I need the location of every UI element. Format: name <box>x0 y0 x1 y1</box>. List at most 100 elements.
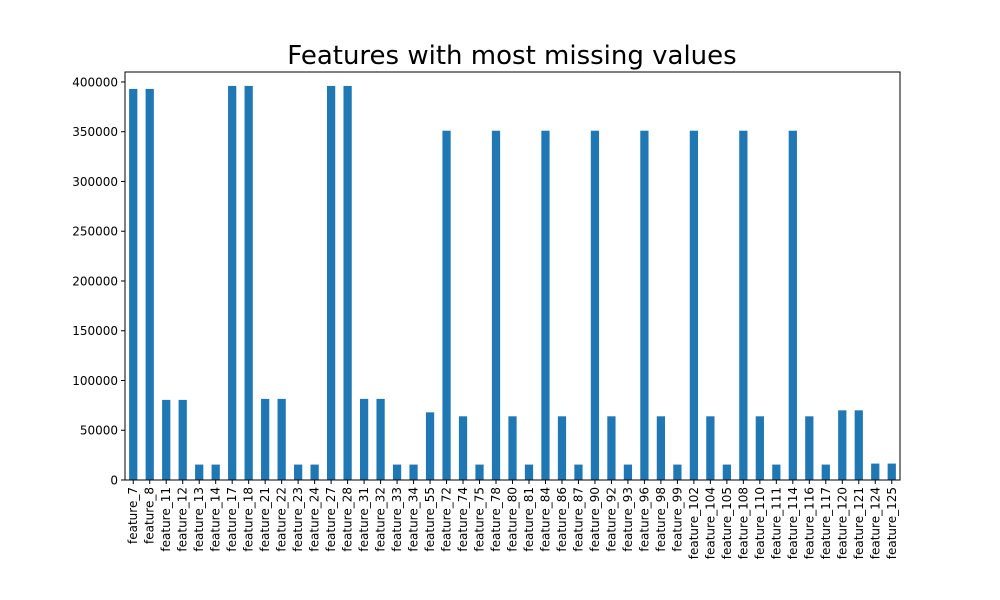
bar-feature-116 <box>805 416 814 480</box>
x-tick-label: feature_75 <box>473 487 487 552</box>
bar-feature-14 <box>211 464 220 480</box>
bar-feature-32 <box>376 398 385 480</box>
x-tick-label: feature_78 <box>489 487 503 552</box>
y-tick-label: 200000 <box>72 274 118 288</box>
x-tick-label: feature_86 <box>555 487 569 552</box>
x-tick-label: feature_23 <box>291 487 305 552</box>
x-tick-label: feature_13 <box>192 487 206 552</box>
bar-feature-84 <box>541 130 550 480</box>
x-tick-label: feature_124 <box>868 487 882 559</box>
y-tick-label: 300000 <box>72 175 118 189</box>
x-tick-label: feature_72 <box>440 487 454 552</box>
x-tick-label: feature_33 <box>390 487 404 552</box>
bar-feature-117 <box>821 464 830 480</box>
x-tick-label: feature_81 <box>522 487 536 552</box>
x-tick-label: feature_55 <box>423 487 437 552</box>
x-tick-label: feature_125 <box>885 487 899 559</box>
bar-feature-74 <box>458 416 468 480</box>
x-tick-label: feature_93 <box>621 487 635 552</box>
bar-feature-121 <box>854 410 863 480</box>
bar-feature-33 <box>392 464 402 480</box>
bar-feature-98 <box>656 416 666 480</box>
bar-feature-114 <box>788 130 797 480</box>
x-tick-label: feature_18 <box>242 487 256 552</box>
x-tick-label: feature_121 <box>852 487 866 559</box>
bar-feature-105 <box>722 464 731 480</box>
y-tick-label: 250000 <box>72 225 118 239</box>
bar-feature-28 <box>343 85 352 481</box>
bar-feature-13 <box>195 464 204 480</box>
x-tick-label: feature_92 <box>604 487 618 552</box>
bar-feature-102 <box>689 130 698 480</box>
x-tick-label: feature_74 <box>456 487 470 552</box>
x-tick-label: feature_14 <box>209 487 223 552</box>
x-tick-label: feature_90 <box>588 487 602 552</box>
x-tick-label: feature_7 <box>126 487 140 544</box>
y-axis: 0 50000 100000 150000 200000 250000 300000 3500… <box>72 75 125 488</box>
chart-title: Features with most missing values <box>287 41 736 71</box>
bar-feature-12 <box>178 399 187 480</box>
y-tick-label: 0 <box>110 474 118 488</box>
x-tick-label: feature_104 <box>703 487 717 559</box>
bar-feature-110 <box>755 416 764 480</box>
bar-feature-23 <box>294 464 303 480</box>
x-tick-label: feature_24 <box>308 487 322 552</box>
x-tick-label: feature_99 <box>670 487 684 552</box>
x-tick-label: feature_120 <box>835 487 849 559</box>
bar-feature-24 <box>310 464 319 480</box>
y-tick-label: 350000 <box>72 125 118 139</box>
x-tick-label: feature_116 <box>802 487 816 559</box>
bar-feature-78 <box>491 130 501 480</box>
x-tick-label: feature_87 <box>571 487 585 552</box>
bar-feature-120 <box>838 410 847 480</box>
y-tick-label: 150000 <box>72 324 118 338</box>
x-tick-label: feature_111 <box>769 487 783 559</box>
x-tick-label: feature_11 <box>159 487 173 552</box>
bar-feature-108 <box>739 130 748 480</box>
x-axis: feature_7 feature_8 feature_11 feature_12 fe… <box>126 480 899 559</box>
axes-frame <box>124 71 901 481</box>
bar-feature-18 <box>244 85 253 481</box>
bar-feature-27 <box>326 85 336 481</box>
x-tick-label: feature_110 <box>753 487 767 559</box>
bar-feature-111 <box>772 464 781 480</box>
x-tick-label: feature_84 <box>538 487 552 552</box>
bar-feature-93 <box>623 464 633 480</box>
bar-feature-11 <box>162 399 171 480</box>
bar-feature-87 <box>574 464 583 480</box>
bar-feature-104 <box>706 416 715 480</box>
y-tick-label: 100000 <box>72 374 118 388</box>
x-tick-label: feature_22 <box>275 487 289 552</box>
bar-feature-90 <box>590 130 600 480</box>
bar-feature-34 <box>409 464 418 480</box>
bar-feature-75 <box>475 464 484 480</box>
x-tick-label: feature_98 <box>654 487 668 552</box>
bar-feature-86 <box>557 416 567 480</box>
bar-feature-21 <box>261 398 270 480</box>
x-tick-label: feature_32 <box>374 487 388 552</box>
y-tick-label: 400000 <box>72 75 118 89</box>
bar-feature-92 <box>607 416 616 480</box>
x-tick-label: feature_80 <box>506 487 520 552</box>
bar-feature-96 <box>640 130 649 480</box>
bar-feature-17 <box>228 85 237 481</box>
bar-feature-125 <box>887 463 896 480</box>
bar-feature-81 <box>524 464 534 480</box>
x-tick-label: feature_28 <box>341 487 355 552</box>
bar-feature-55 <box>425 412 435 480</box>
x-tick-label: feature_8 <box>143 487 157 544</box>
x-tick-label: feature_31 <box>357 487 371 552</box>
x-tick-label: feature_105 <box>720 487 734 559</box>
bar-feature-22 <box>277 398 286 480</box>
bar-feature-99 <box>673 464 682 480</box>
x-tick-label: feature_117 <box>819 487 833 559</box>
y-tick-label: 50000 <box>80 424 118 438</box>
bar-feature-31 <box>359 398 369 480</box>
bar-feature-124 <box>871 463 880 480</box>
bar-feature-80 <box>508 416 517 480</box>
bars-layer <box>129 85 896 481</box>
x-tick-label: feature_114 <box>786 487 800 559</box>
x-tick-label: feature_96 <box>637 487 651 552</box>
